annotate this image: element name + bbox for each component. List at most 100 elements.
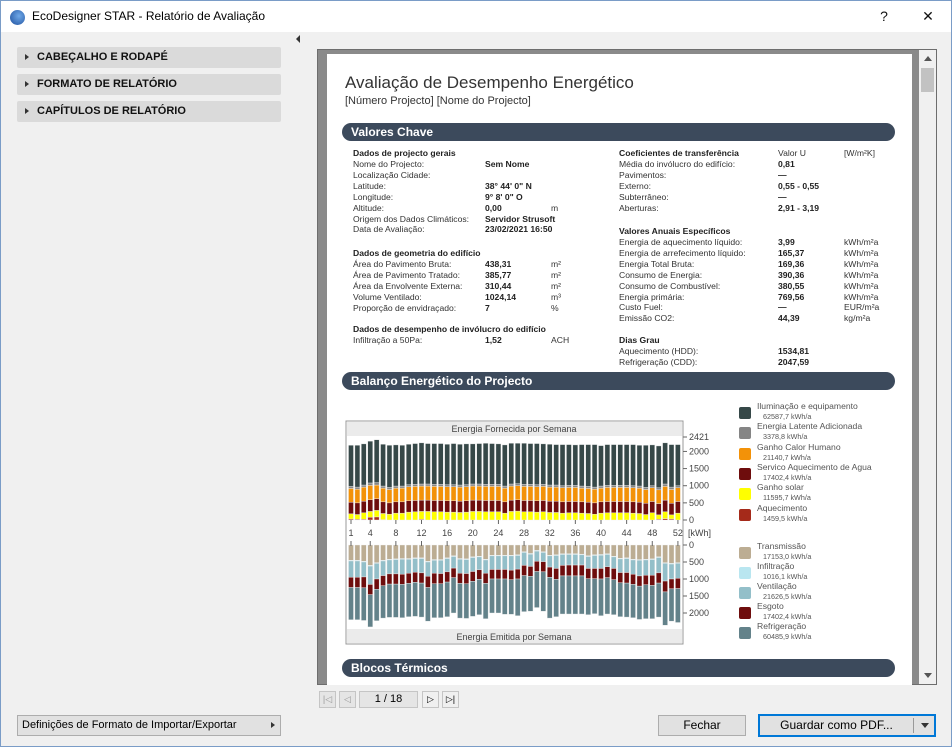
last-page-button[interactable]: ▷| bbox=[442, 691, 459, 708]
y-tick-label: 1500 bbox=[689, 591, 709, 601]
bar-segment-top bbox=[418, 483, 425, 487]
x-tick-label: 20 bbox=[468, 528, 478, 538]
bar-segment-top bbox=[553, 444, 559, 486]
first-page-button[interactable]: |◁ bbox=[319, 691, 336, 708]
dropdown-arrow-icon[interactable] bbox=[921, 723, 929, 728]
bar-segment-top bbox=[572, 512, 579, 521]
bar-segment-top bbox=[380, 444, 386, 487]
bar-segment-bottom bbox=[412, 571, 418, 583]
row-value: — bbox=[778, 191, 787, 202]
row-value: 23/02/2021 16:50 bbox=[485, 224, 553, 235]
bar-segment-top bbox=[617, 487, 623, 502]
bar-segment-bottom bbox=[649, 544, 655, 560]
next-page-button[interactable]: ▷ bbox=[422, 691, 439, 708]
bar-segment-bottom bbox=[534, 571, 540, 608]
bar-segment-top bbox=[373, 510, 380, 518]
scroll-up-icon[interactable] bbox=[924, 56, 932, 61]
close-window-button[interactable]: ✕ bbox=[922, 8, 934, 24]
row-label: Refrigeração (CDD): bbox=[619, 356, 698, 367]
bar-segment-top bbox=[617, 444, 623, 486]
prev-page-button[interactable]: ◁ bbox=[339, 691, 356, 708]
row-value: Servidor Strusoft bbox=[485, 213, 556, 224]
bar-segment-top bbox=[566, 512, 572, 521]
bar-segment-top bbox=[585, 501, 591, 514]
close-button[interactable]: Fechar bbox=[658, 715, 746, 736]
x-tick-label: 28 bbox=[519, 528, 529, 538]
bar-segment-top bbox=[553, 486, 559, 502]
row-unit: % bbox=[551, 302, 559, 313]
bar-segment-top bbox=[412, 443, 418, 485]
bar-segment-bottom bbox=[386, 559, 393, 575]
bar-segment-bottom bbox=[643, 584, 649, 619]
bar-segment-bottom bbox=[418, 558, 425, 574]
bar-segment-top bbox=[476, 485, 482, 501]
bar-segment-top bbox=[623, 444, 630, 486]
bar-segment-bottom bbox=[617, 572, 623, 583]
bar-segment-bottom bbox=[662, 591, 668, 626]
vertical-scrollbar[interactable] bbox=[919, 50, 936, 684]
bar-segment-bottom bbox=[585, 556, 591, 569]
bar-segment-top bbox=[579, 444, 585, 487]
bar-segment-top bbox=[425, 483, 431, 487]
scroll-down-icon[interactable] bbox=[924, 673, 932, 678]
bar-segment-top bbox=[399, 512, 405, 521]
bar-segment-top bbox=[643, 487, 649, 490]
bar-segment-top bbox=[412, 511, 418, 521]
bar-segment-top bbox=[630, 444, 636, 486]
bar-segment-top bbox=[636, 485, 643, 489]
bar-segment-bottom bbox=[579, 554, 585, 566]
app-icon bbox=[10, 10, 25, 25]
legend-swatch bbox=[739, 488, 751, 501]
accordion-report-format[interactable]: FORMATO DE RELATÓRIO bbox=[17, 74, 281, 95]
row-label: Área de Pavimento Tratado: bbox=[353, 269, 461, 280]
legend-swatch bbox=[739, 407, 751, 419]
scroll-thumb[interactable] bbox=[921, 68, 934, 92]
legend-label: Infiltração bbox=[757, 561, 795, 571]
row-label: Pavimentos: bbox=[619, 169, 667, 180]
bar-segment-top bbox=[662, 486, 668, 501]
row-value: 165,37 bbox=[778, 247, 805, 258]
bar-segment-top bbox=[547, 484, 553, 488]
bar-segment-top bbox=[668, 489, 675, 504]
import-export-settings-button[interactable]: Definições de Formato de Importar/Export… bbox=[17, 715, 281, 736]
bar-segment-top bbox=[514, 485, 521, 500]
row-unit: m bbox=[551, 202, 559, 213]
bar-segment-bottom bbox=[380, 560, 386, 576]
bar-segment-top bbox=[457, 500, 463, 513]
bar-segment-top bbox=[611, 444, 617, 486]
bar-segment-top bbox=[386, 502, 393, 515]
accordion-report-chapters[interactable]: CAPÍTULOS DE RELATÓRIO bbox=[17, 101, 281, 122]
bar-segment-top bbox=[495, 511, 502, 521]
bar-segment-top bbox=[566, 444, 572, 486]
y-tick-label: 0 bbox=[689, 515, 694, 525]
bar-segment-bottom bbox=[611, 579, 617, 615]
bar-segment-top bbox=[399, 487, 405, 503]
bar-segment-bottom bbox=[438, 573, 444, 584]
row-value: 1534,81 bbox=[778, 346, 810, 356]
table-heading: Dias Grau bbox=[619, 335, 660, 345]
row-label: Consumo de Energia: bbox=[619, 269, 703, 280]
bar-segment-bottom bbox=[482, 573, 489, 584]
help-button[interactable]: ? bbox=[880, 8, 888, 24]
row-label: Emissão CO2: bbox=[619, 313, 675, 324]
bar-segment-top bbox=[457, 484, 463, 488]
accordion-header-footer[interactable]: CABEÇALHO E RODAPÉ bbox=[17, 47, 281, 68]
bar-segment-top bbox=[643, 489, 649, 504]
page-indicator[interactable]: 1 / 18 bbox=[359, 691, 418, 708]
bar-segment-top bbox=[572, 444, 579, 486]
accordion-label: CAPÍTULOS DE RELATÓRIO bbox=[37, 105, 186, 117]
bar-segment-bottom bbox=[566, 544, 572, 555]
bar-segment-top bbox=[502, 501, 508, 514]
bar-segment-bottom bbox=[457, 559, 463, 574]
bar-segment-top bbox=[489, 511, 495, 521]
collapse-panel-icon[interactable] bbox=[296, 35, 300, 43]
bar-segment-top bbox=[399, 501, 405, 514]
save-pdf-button[interactable]: Guardar como PDF... bbox=[758, 714, 936, 737]
row-label: Energia de arrefecimento líquido: bbox=[619, 247, 746, 258]
bar-segment-top bbox=[431, 500, 438, 512]
section-energy-balance: Balanço Energético do Projecto bbox=[342, 372, 895, 390]
bar-segment-bottom bbox=[367, 594, 373, 628]
bar-segment-bottom bbox=[502, 578, 508, 615]
top-chart-title: Energia Fornecida por Semana bbox=[451, 424, 576, 434]
legend-value: 17153,0 kWh/a bbox=[763, 552, 812, 561]
